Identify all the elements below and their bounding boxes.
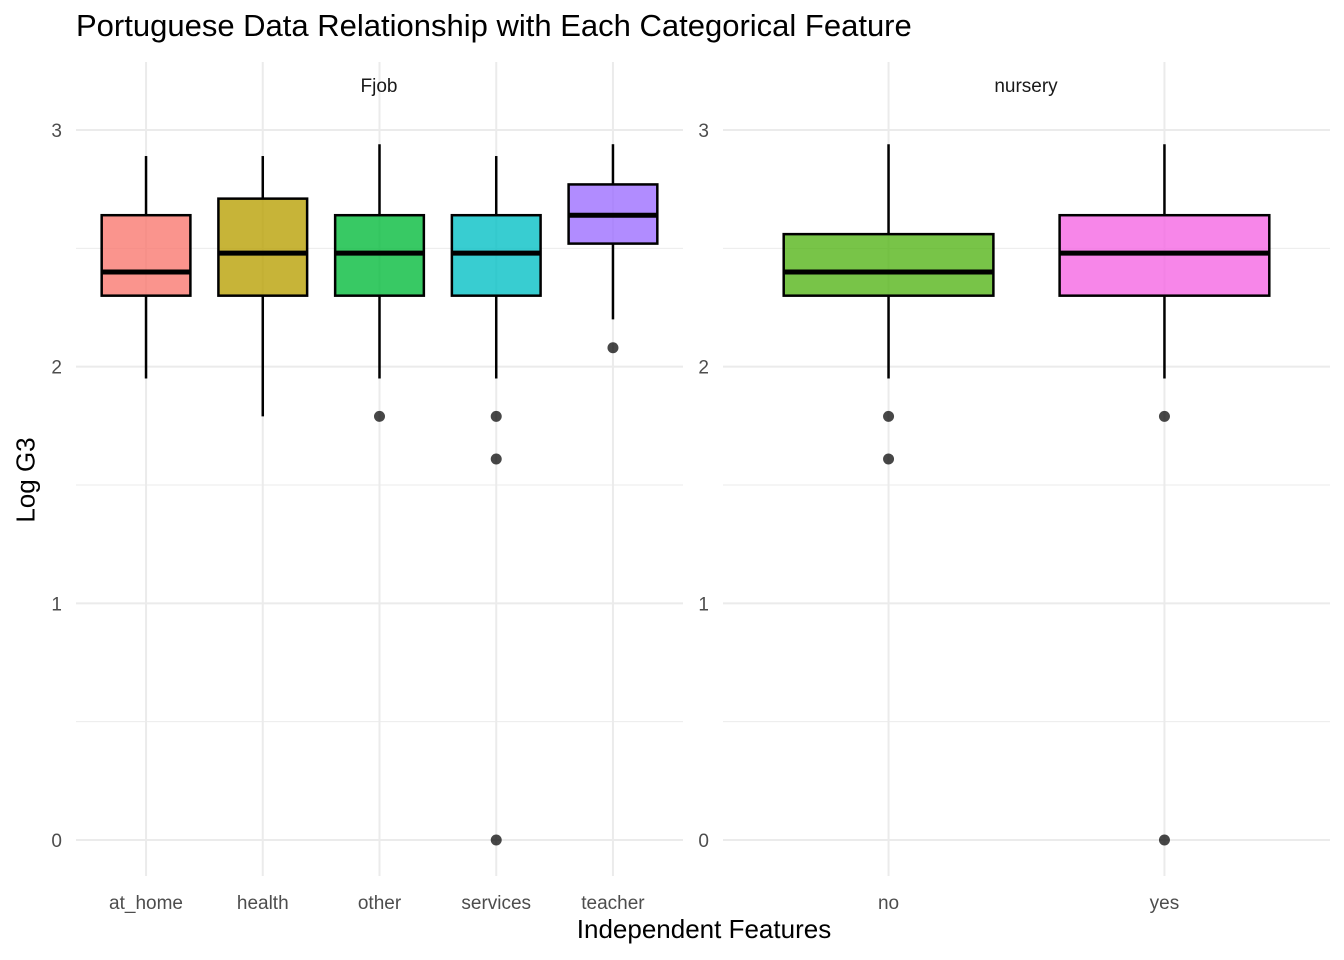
outlier-point	[490, 453, 502, 465]
x-tick-label: no	[878, 893, 899, 914]
outlier-point	[883, 410, 895, 422]
y-tick-label: 0	[51, 831, 62, 852]
y-axis-title: Log G3	[10, 437, 41, 523]
x-tick-label: teacher	[581, 893, 645, 914]
x-tick-label: other	[358, 893, 402, 914]
x-tick-label: yes	[1150, 893, 1180, 914]
y-tick-label: 3	[51, 121, 62, 142]
outlier-point	[1158, 410, 1170, 422]
y-tick-label: 0	[698, 831, 709, 852]
y-tick-label: 3	[698, 121, 709, 142]
box-health	[217, 197, 309, 297]
y-tick-label: 1	[698, 594, 709, 615]
y-tick-label: 1	[51, 594, 62, 615]
y-tick-label: 2	[698, 358, 709, 379]
outlier-point	[883, 453, 895, 465]
chart-title: Portuguese Data Relationship with Each C…	[76, 8, 912, 43]
outlier-point	[1158, 834, 1170, 846]
facet-label: nursery	[994, 76, 1058, 97]
x-axis-title: Independent Features	[576, 914, 832, 944]
box-no	[782, 232, 995, 297]
facet-label: Fjob	[361, 76, 398, 97]
x-tick-label: services	[461, 893, 531, 914]
outlier-point	[607, 342, 619, 354]
x-tick-label: at_home	[109, 893, 183, 914]
box-at_home	[100, 213, 192, 297]
y-tick-label: 2	[51, 358, 62, 379]
outlier-point	[490, 410, 502, 422]
x-tick-label: health	[237, 893, 289, 914]
outlier-point	[374, 410, 385, 422]
outlier-point	[490, 834, 502, 846]
